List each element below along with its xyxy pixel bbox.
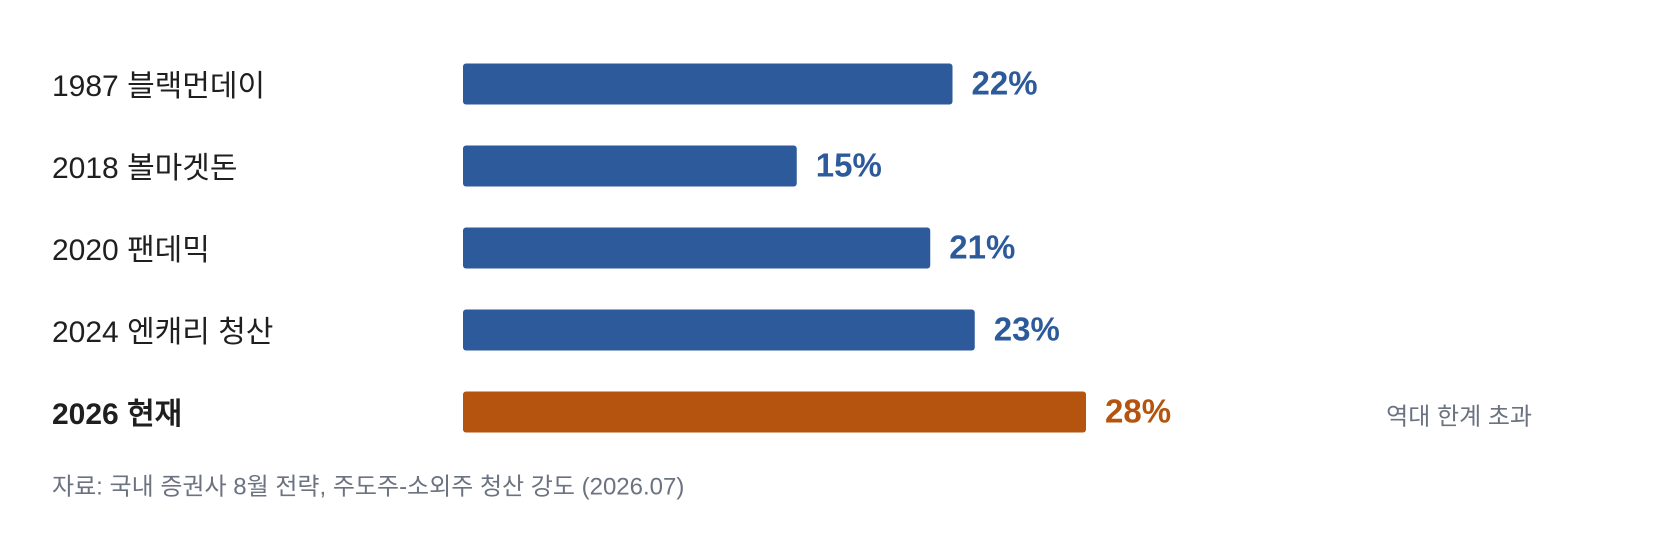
bar	[463, 309, 975, 351]
annotation: 역대 한계 초과	[1386, 403, 1532, 430]
value-label: 22%	[972, 65, 1038, 102]
value-label: 21%	[949, 229, 1015, 266]
value-label: 15%	[816, 147, 882, 184]
value-label: 28%	[1105, 393, 1171, 430]
bar	[463, 227, 931, 269]
category-label: 2024 엔캐리 청산	[52, 316, 273, 349]
bar	[463, 63, 953, 105]
category-label: 2018 볼마겟돈	[52, 152, 237, 185]
category-label: 2020 팬데믹	[52, 234, 210, 267]
source-note: 자료: 국내 증권사 8월 전략, 주도주-소외주 청산 강도 (2026.07…	[52, 473, 684, 500]
bar	[463, 145, 797, 187]
category-label: 1987 블랙먼데이	[52, 70, 265, 103]
category-label: 2026 현재	[52, 398, 182, 431]
value-label: 23%	[994, 311, 1060, 348]
bar	[463, 391, 1086, 433]
